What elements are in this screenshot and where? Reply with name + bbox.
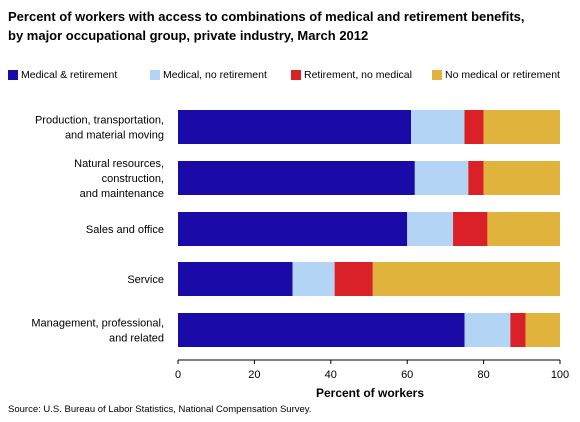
x-tick-label: 100 [551, 369, 569, 381]
source-note: Source: U.S. Bureau of Labor Statistics,… [8, 404, 312, 415]
legend-swatch [150, 70, 160, 80]
bar-segment [334, 262, 373, 296]
category-label: and material moving [65, 130, 164, 142]
bar-segment [483, 161, 560, 195]
legend-item: No medical or retirement [432, 69, 560, 81]
x-tick-label: 40 [325, 369, 337, 381]
chart-title-line-1: Percent of workers with access to combin… [8, 9, 525, 24]
bar-segment [487, 212, 560, 246]
category-label: Production, transportation, [35, 115, 164, 127]
legend-item: Medical, no retirement [150, 69, 267, 81]
x-tick-label: 0 [175, 369, 181, 381]
bar-segment [178, 262, 293, 296]
bar-segment [178, 161, 415, 195]
bar-segment [464, 313, 511, 347]
bar-segment [372, 262, 560, 296]
legend-label: Medical, no retirement [163, 69, 267, 81]
category-label: Service [127, 274, 164, 286]
legend-swatch [8, 70, 18, 80]
legend-label: Medical & retirement [21, 69, 118, 81]
legend-item: Retirement, no medical [291, 69, 412, 81]
bar-segment [453, 212, 488, 246]
bar-segment [178, 212, 408, 246]
bar-segment [483, 110, 560, 144]
category-label: Management, professional, [31, 318, 164, 330]
bar-segment [414, 161, 469, 195]
x-tick-label: 60 [401, 369, 413, 381]
category-label: construction, [102, 173, 164, 185]
bar-segment [510, 313, 526, 347]
chart-title-line-2: by major occupational group, private ind… [8, 28, 369, 43]
x-tick-label: 20 [248, 369, 260, 381]
x-tick-label: 80 [477, 369, 489, 381]
bar-segment [292, 262, 335, 296]
bar-segment [178, 313, 465, 347]
category-label: Sales and office [86, 224, 164, 236]
legend-item: Medical & retirement [8, 69, 117, 81]
legend-label: No medical or retirement [445, 69, 560, 81]
category-label: and maintenance [80, 188, 164, 200]
bar-segment [411, 110, 465, 144]
legend-label: Retirement, no medical [304, 69, 412, 81]
bar-segment [178, 110, 412, 144]
x-axis-title: Percent of workers [316, 386, 424, 400]
bar-segment [464, 110, 484, 144]
legend-swatch [291, 70, 301, 80]
chart-title: Percent of workers with access to combin… [8, 7, 576, 45]
bar-segment [407, 212, 454, 246]
category-label: and related [109, 333, 164, 345]
category-label: Natural resources, [74, 158, 164, 170]
bar-segment [525, 313, 560, 347]
bar-segment [468, 161, 484, 195]
chart-legend: Medical & retirement Medical, no retireme… [8, 69, 578, 85]
legend-swatch [432, 70, 442, 80]
